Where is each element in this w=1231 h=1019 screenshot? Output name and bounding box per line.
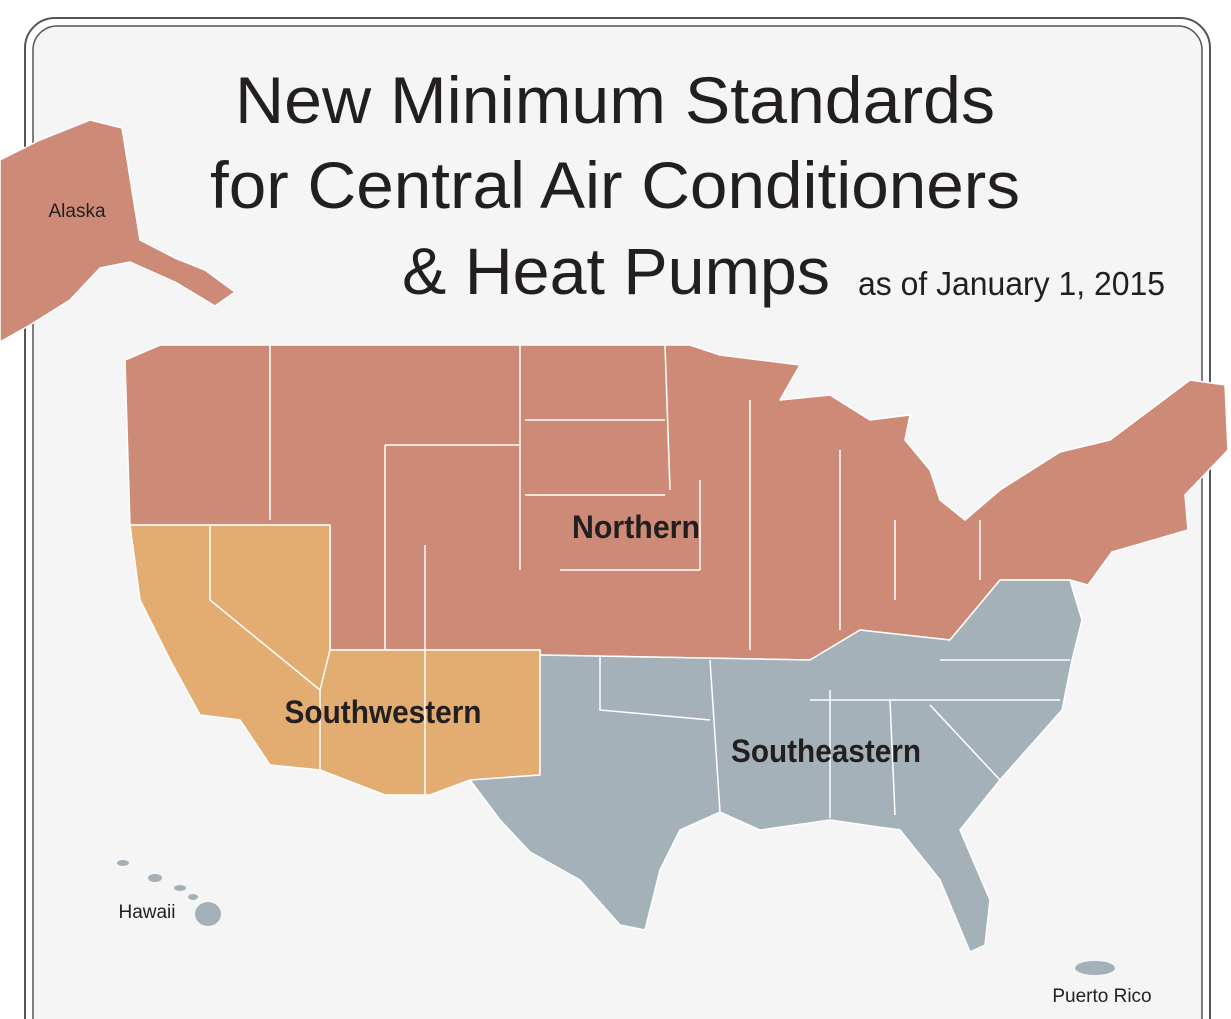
southeastern-region [469, 579, 1083, 953]
title-line: for Central Air Conditioners [210, 148, 1020, 222]
sw-borders [209, 525, 426, 795]
title-line: & Heat Pumps [402, 234, 830, 308]
region-label: Southeastern [731, 733, 921, 769]
region-label: Southwestern [285, 694, 482, 730]
title-date: as of January 1, 2015 [858, 265, 1165, 302]
place-label: Alaska [48, 201, 105, 222]
place-label: Puerto Rico [1052, 986, 1151, 1007]
hawaii-shape [117, 860, 221, 926]
title-line: New Minimum Standards [235, 63, 995, 137]
puerto-rico-shape [1075, 961, 1115, 975]
place-label: Hawaii [118, 902, 175, 923]
se-borders [599, 655, 1070, 818]
southwestern-region [129, 524, 541, 796]
alaska-shape [0, 119, 236, 343]
outer-frame [24, 17, 1211, 1019]
region-label: Northern [572, 509, 700, 545]
